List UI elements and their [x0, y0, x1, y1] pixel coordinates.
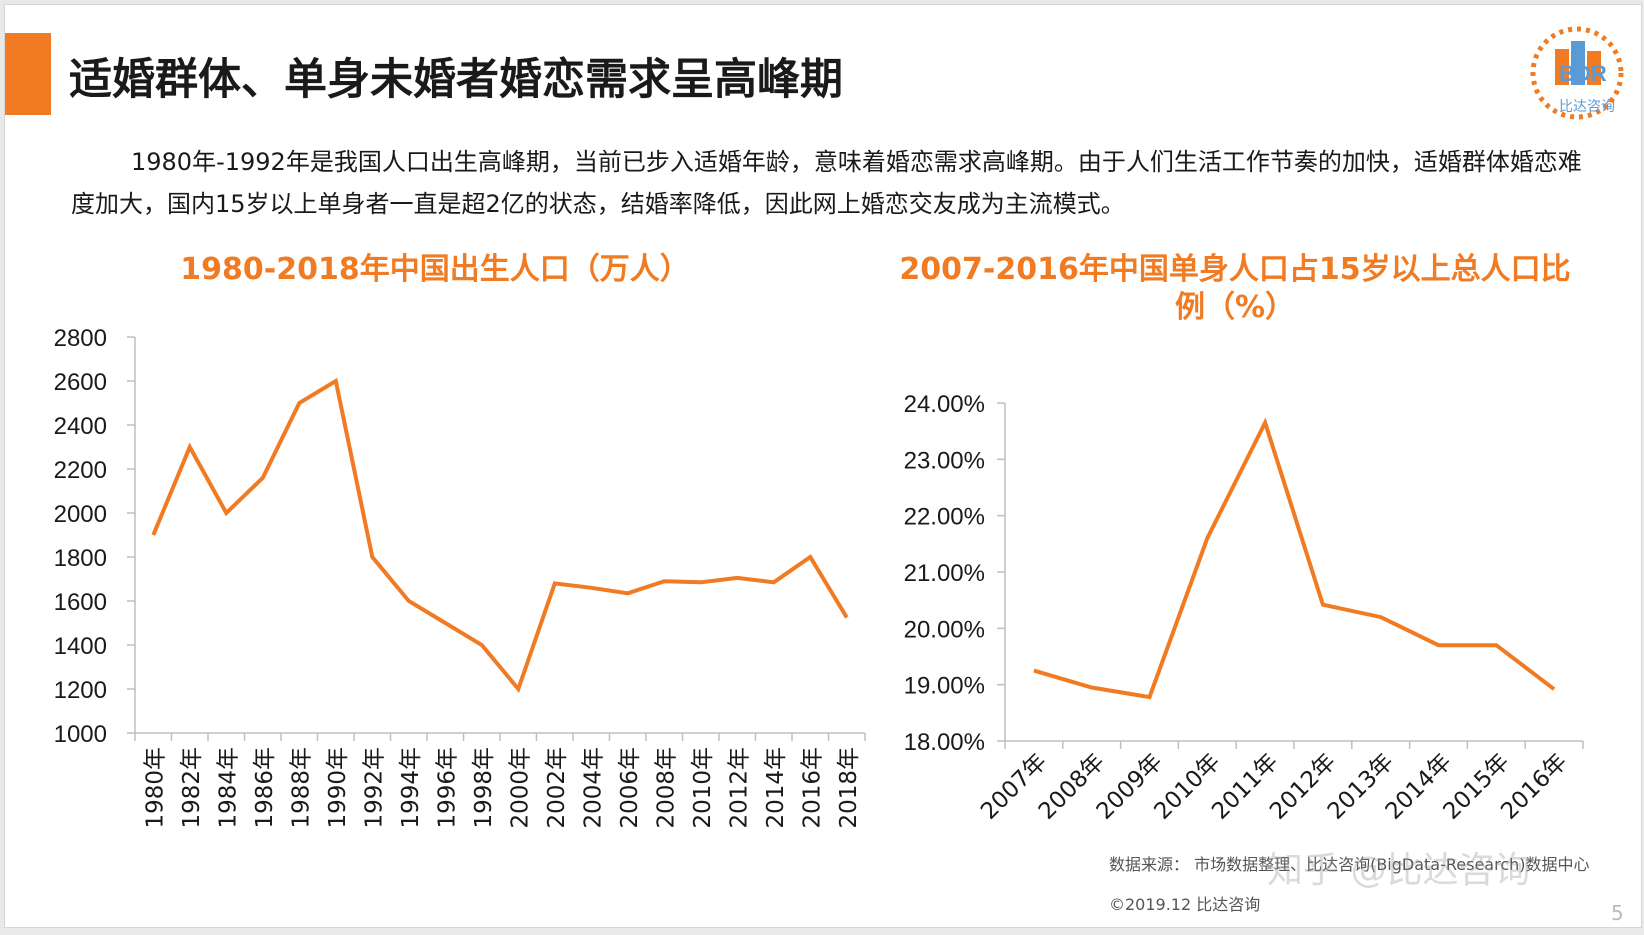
- copyright: ©2019.12 比达咨询: [1109, 891, 1260, 915]
- chart2-series-line: [1034, 423, 1554, 697]
- chart2-x-tick-label: 2016年: [1496, 749, 1572, 825]
- chart2-y-tick-label: 18.00%: [904, 729, 985, 756]
- chart2-y-tick-label: 24.00%: [904, 391, 985, 418]
- chart2-y-tick-label: 20.00%: [904, 616, 985, 643]
- chart2-y-tick-label: 19.00%: [904, 673, 985, 700]
- single-ratio-chart: 18.00% 19.00% 20.00% 21.00% 22.00% 23.00% 24.0…: [5, 5, 1644, 935]
- slide: 适婚群体、单身未婚者婚恋需求呈高峰期 BDR 比达咨询 1980年-1992年是…: [4, 4, 1642, 928]
- page-number: 5: [1611, 901, 1624, 925]
- chart2-y-tick-label: 22.00%: [904, 504, 985, 531]
- chart2-y-tick-label: 23.00%: [904, 447, 985, 474]
- watermark: 知乎 @比达咨询: [1267, 841, 1530, 893]
- chart2-y-tick-label: 21.00%: [904, 560, 985, 587]
